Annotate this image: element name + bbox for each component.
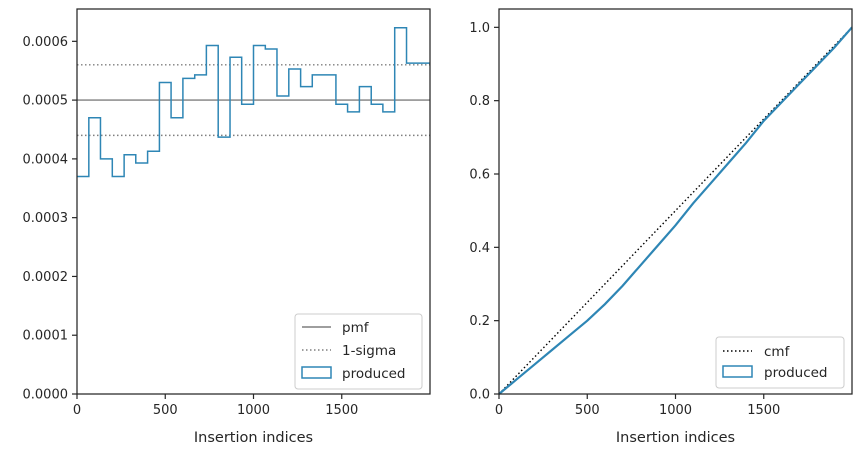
left-legend-frame <box>294 313 423 390</box>
right-xtick-label: 500 <box>575 403 600 418</box>
left-chart: 0 500 1000 1500 0.0000 0.0001 0.0002 0.0003 0.0… <box>23 8 431 446</box>
cmf-line <box>498 26 853 395</box>
right-x-axis-label: Insertion indices <box>616 430 735 446</box>
right-chart: 0 500 1000 1500 0.0 0.2 0.4 0.6 0.8 1.0 Insertio… <box>469 8 853 446</box>
right-ytick-label: 0.2 <box>469 314 490 329</box>
right-ytick-label: 0.4 <box>469 241 490 256</box>
left-ytick-label: 0.0004 <box>23 152 69 167</box>
right-legend-frame <box>715 336 845 389</box>
produced-histogram-step <box>77 27 430 178</box>
right-ytick-label: 0.6 <box>469 168 490 183</box>
produced-cumulative-line <box>498 26 853 395</box>
left-x-axis-label: Insertion indices <box>194 430 313 446</box>
left-xtick-label: 1500 <box>325 403 358 418</box>
left-xtick-label: 0 <box>73 403 81 418</box>
right-legend: cmf produced <box>715 336 845 389</box>
left-xtick-label: 500 <box>153 403 178 418</box>
legend-sigma-label: 1-sigma <box>342 343 396 359</box>
left-ytick-label: 0.0002 <box>23 270 69 285</box>
legend-produced-label-right: produced <box>764 365 828 381</box>
legend-pmf-label: pmf <box>342 320 370 336</box>
right-xtick-label: 1500 <box>747 403 780 418</box>
right-ytick-label: 1.0 <box>469 21 490 36</box>
right-ytick-label: 0.8 <box>469 94 490 109</box>
left-ytick-label: 0.0000 <box>23 388 69 403</box>
right-xtick-label: 0 <box>495 403 503 418</box>
right-ytick-label: 0.0 <box>469 388 490 403</box>
legend-produced-label: produced <box>342 366 406 382</box>
left-xtick-label: 1000 <box>237 403 270 418</box>
left-ytick-label: 0.0003 <box>23 211 69 226</box>
legend-produced-swatch-right <box>722 365 753 378</box>
left-legend: pmf 1-sigma produced <box>294 313 423 390</box>
legend-produced-swatch <box>301 366 332 379</box>
left-ytick-label: 0.0001 <box>23 329 69 344</box>
legend-cmf-label: cmf <box>764 344 791 360</box>
left-ytick-label: 0.0005 <box>23 94 69 109</box>
right-xtick-label: 1000 <box>659 403 692 418</box>
left-ytick-label: 0.0006 <box>23 35 69 50</box>
